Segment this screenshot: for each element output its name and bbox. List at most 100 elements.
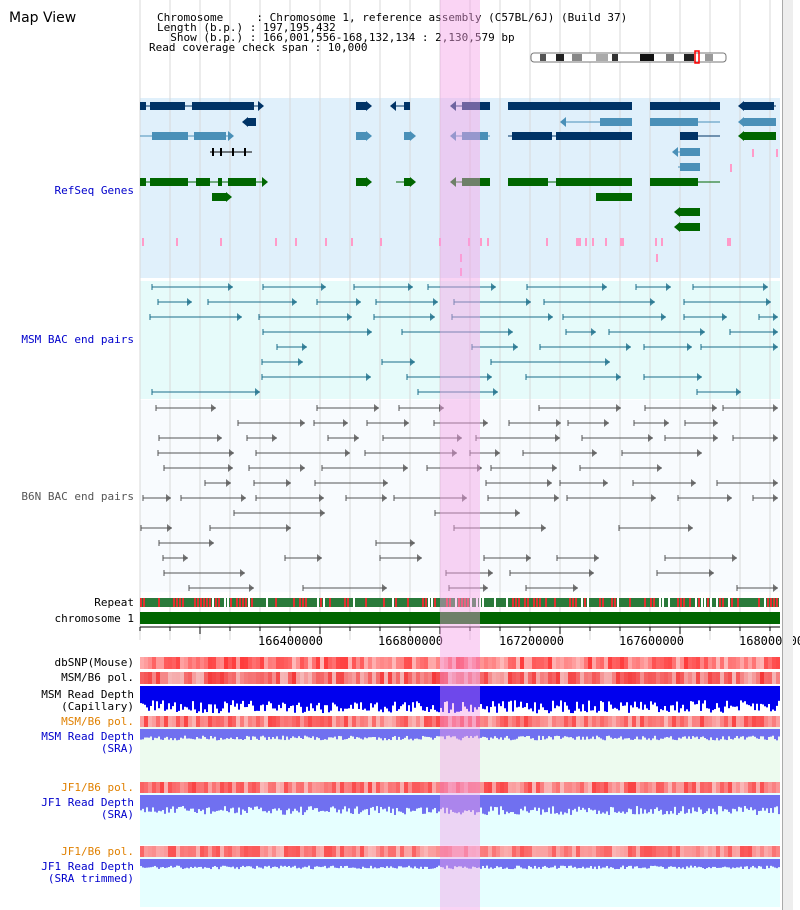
right-scroll-edge[interactable]: [782, 0, 793, 910]
polymorphism-bin: [380, 657, 384, 669]
polymorphism-bin: [524, 657, 528, 669]
read-depth-bar: [522, 729, 524, 737]
polymorphism-bin: [676, 657, 680, 669]
read-depth-bar: [294, 686, 296, 713]
read-depth-bar: [582, 686, 584, 705]
read-depth-bar: [324, 795, 326, 812]
track-label-msm-depth-sra[interactable]: MSM Read Depth: [41, 730, 134, 743]
read-depth-bar: [332, 795, 334, 807]
read-depth-bar: [260, 795, 262, 808]
polymorphism-bin: [504, 782, 508, 793]
read-depth-bar: [414, 729, 416, 739]
polymorphism-bin: [216, 782, 220, 793]
read-depth-bar: [322, 729, 324, 740]
read-depth-bar: [760, 795, 762, 811]
read-depth-bar: [322, 686, 324, 714]
read-depth-bar: [376, 795, 378, 807]
bac-end-arrow: [483, 419, 488, 427]
read-depth-bar: [670, 686, 672, 706]
read-depth-bar: [440, 729, 442, 737]
polymorphism-bin: [620, 846, 624, 857]
track-label-jf1-depth-trim[interactable]: JF1 Read Depth: [41, 860, 134, 873]
pseudogene-mark: [656, 254, 658, 262]
read-depth-bar: [600, 859, 602, 869]
polymorphism-bin: [268, 716, 272, 727]
read-depth-bar: [218, 729, 220, 741]
read-depth-bar: [456, 859, 458, 868]
polymorphism-bin: [272, 657, 276, 669]
polymorphism-bin: [312, 846, 316, 857]
polymorphism-bin: [608, 657, 612, 669]
read-depth-bar: [396, 686, 398, 711]
read-depth-bar: [160, 686, 162, 704]
bac-end-arrow: [661, 313, 666, 321]
repeat-element: [422, 598, 424, 607]
gene-arrow: [410, 131, 416, 141]
read-depth-bar: [164, 859, 166, 869]
polymorphism-bin: [600, 716, 604, 727]
read-depth-bar: [580, 859, 582, 869]
read-depth-bar: [626, 686, 628, 703]
read-depth-bar: [164, 729, 166, 738]
read-depth-bar: [276, 686, 278, 711]
read-depth-bar: [570, 686, 572, 714]
read-depth-bar: [508, 729, 510, 739]
polymorphism-bin: [264, 716, 268, 727]
polymorphism-bin: [620, 657, 624, 669]
read-depth-bar: [534, 729, 536, 741]
polymorphism-bin: [496, 782, 500, 793]
read-depth-bar: [226, 795, 228, 812]
polymorphism-bin: [464, 846, 468, 857]
polymorphism-bin: [612, 782, 616, 793]
polymorphism-bin: [736, 657, 740, 669]
read-depth-bar: [228, 795, 230, 813]
read-depth-bar: [434, 795, 436, 808]
track-label-jf1-depth-sra-sub[interactable]: (SRA): [100, 808, 134, 821]
polymorphism-bin: [276, 672, 280, 684]
polymorphism-bin: [660, 657, 664, 669]
read-depth-bar: [750, 795, 752, 808]
polymorphism-bin: [208, 657, 212, 669]
polymorphism-bin: [604, 782, 608, 793]
repeat-element: [407, 598, 409, 607]
read-depth-bar: [316, 729, 318, 738]
polymorphism-bin: [648, 782, 652, 793]
track-label-b6n-bac[interactable]: B6N BAC end pairs: [21, 490, 134, 503]
read-depth-bar: [632, 795, 634, 815]
polymorphism-bin: [408, 672, 412, 684]
polymorphism-bin: [244, 672, 248, 684]
read-depth-bar: [568, 686, 570, 710]
track-label-jf1-depth-trim-sub[interactable]: (SRA trimmed): [47, 872, 134, 885]
read-depth-bar: [280, 729, 282, 740]
repeat-element: [224, 598, 226, 607]
read-depth-bar: [756, 859, 758, 869]
read-depth-bar: [756, 729, 758, 739]
polymorphism-bin: [372, 846, 376, 857]
track-label-msm-depth-sra-sub[interactable]: (SRA): [100, 742, 134, 755]
bac-end-arrow: [712, 404, 717, 412]
selected-region-highlight[interactable]: [440, 0, 480, 910]
track-label-refseq[interactable]: RefSeq Genes: [54, 184, 134, 197]
read-depth-bar: [428, 729, 430, 737]
read-depth-bar: [368, 729, 370, 738]
read-depth-bar: [342, 859, 344, 868]
track-label-jf1-depth-sra[interactable]: JF1 Read Depth: [41, 796, 134, 809]
polymorphism-bin: [328, 716, 332, 727]
read-depth-bar: [554, 795, 556, 814]
read-depth-bar: [690, 795, 692, 814]
track-label-msm-bac[interactable]: MSM BAC end pairs: [21, 333, 134, 346]
pseudogene-mark: [275, 238, 277, 246]
repeat-element: [320, 598, 322, 607]
polymorphism-bin: [332, 846, 336, 857]
polymorphism-bin: [392, 782, 396, 793]
read-depth-bar: [696, 859, 698, 868]
read-depth-bar: [194, 795, 196, 812]
read-depth-bar: [638, 859, 640, 869]
repeat-element: [206, 598, 208, 607]
read-depth-bar: [374, 795, 376, 811]
polymorphism-bin: [668, 672, 672, 684]
page-title: Map View: [9, 10, 77, 26]
read-depth-bar: [644, 795, 646, 810]
polymorphism-bin: [344, 716, 348, 727]
